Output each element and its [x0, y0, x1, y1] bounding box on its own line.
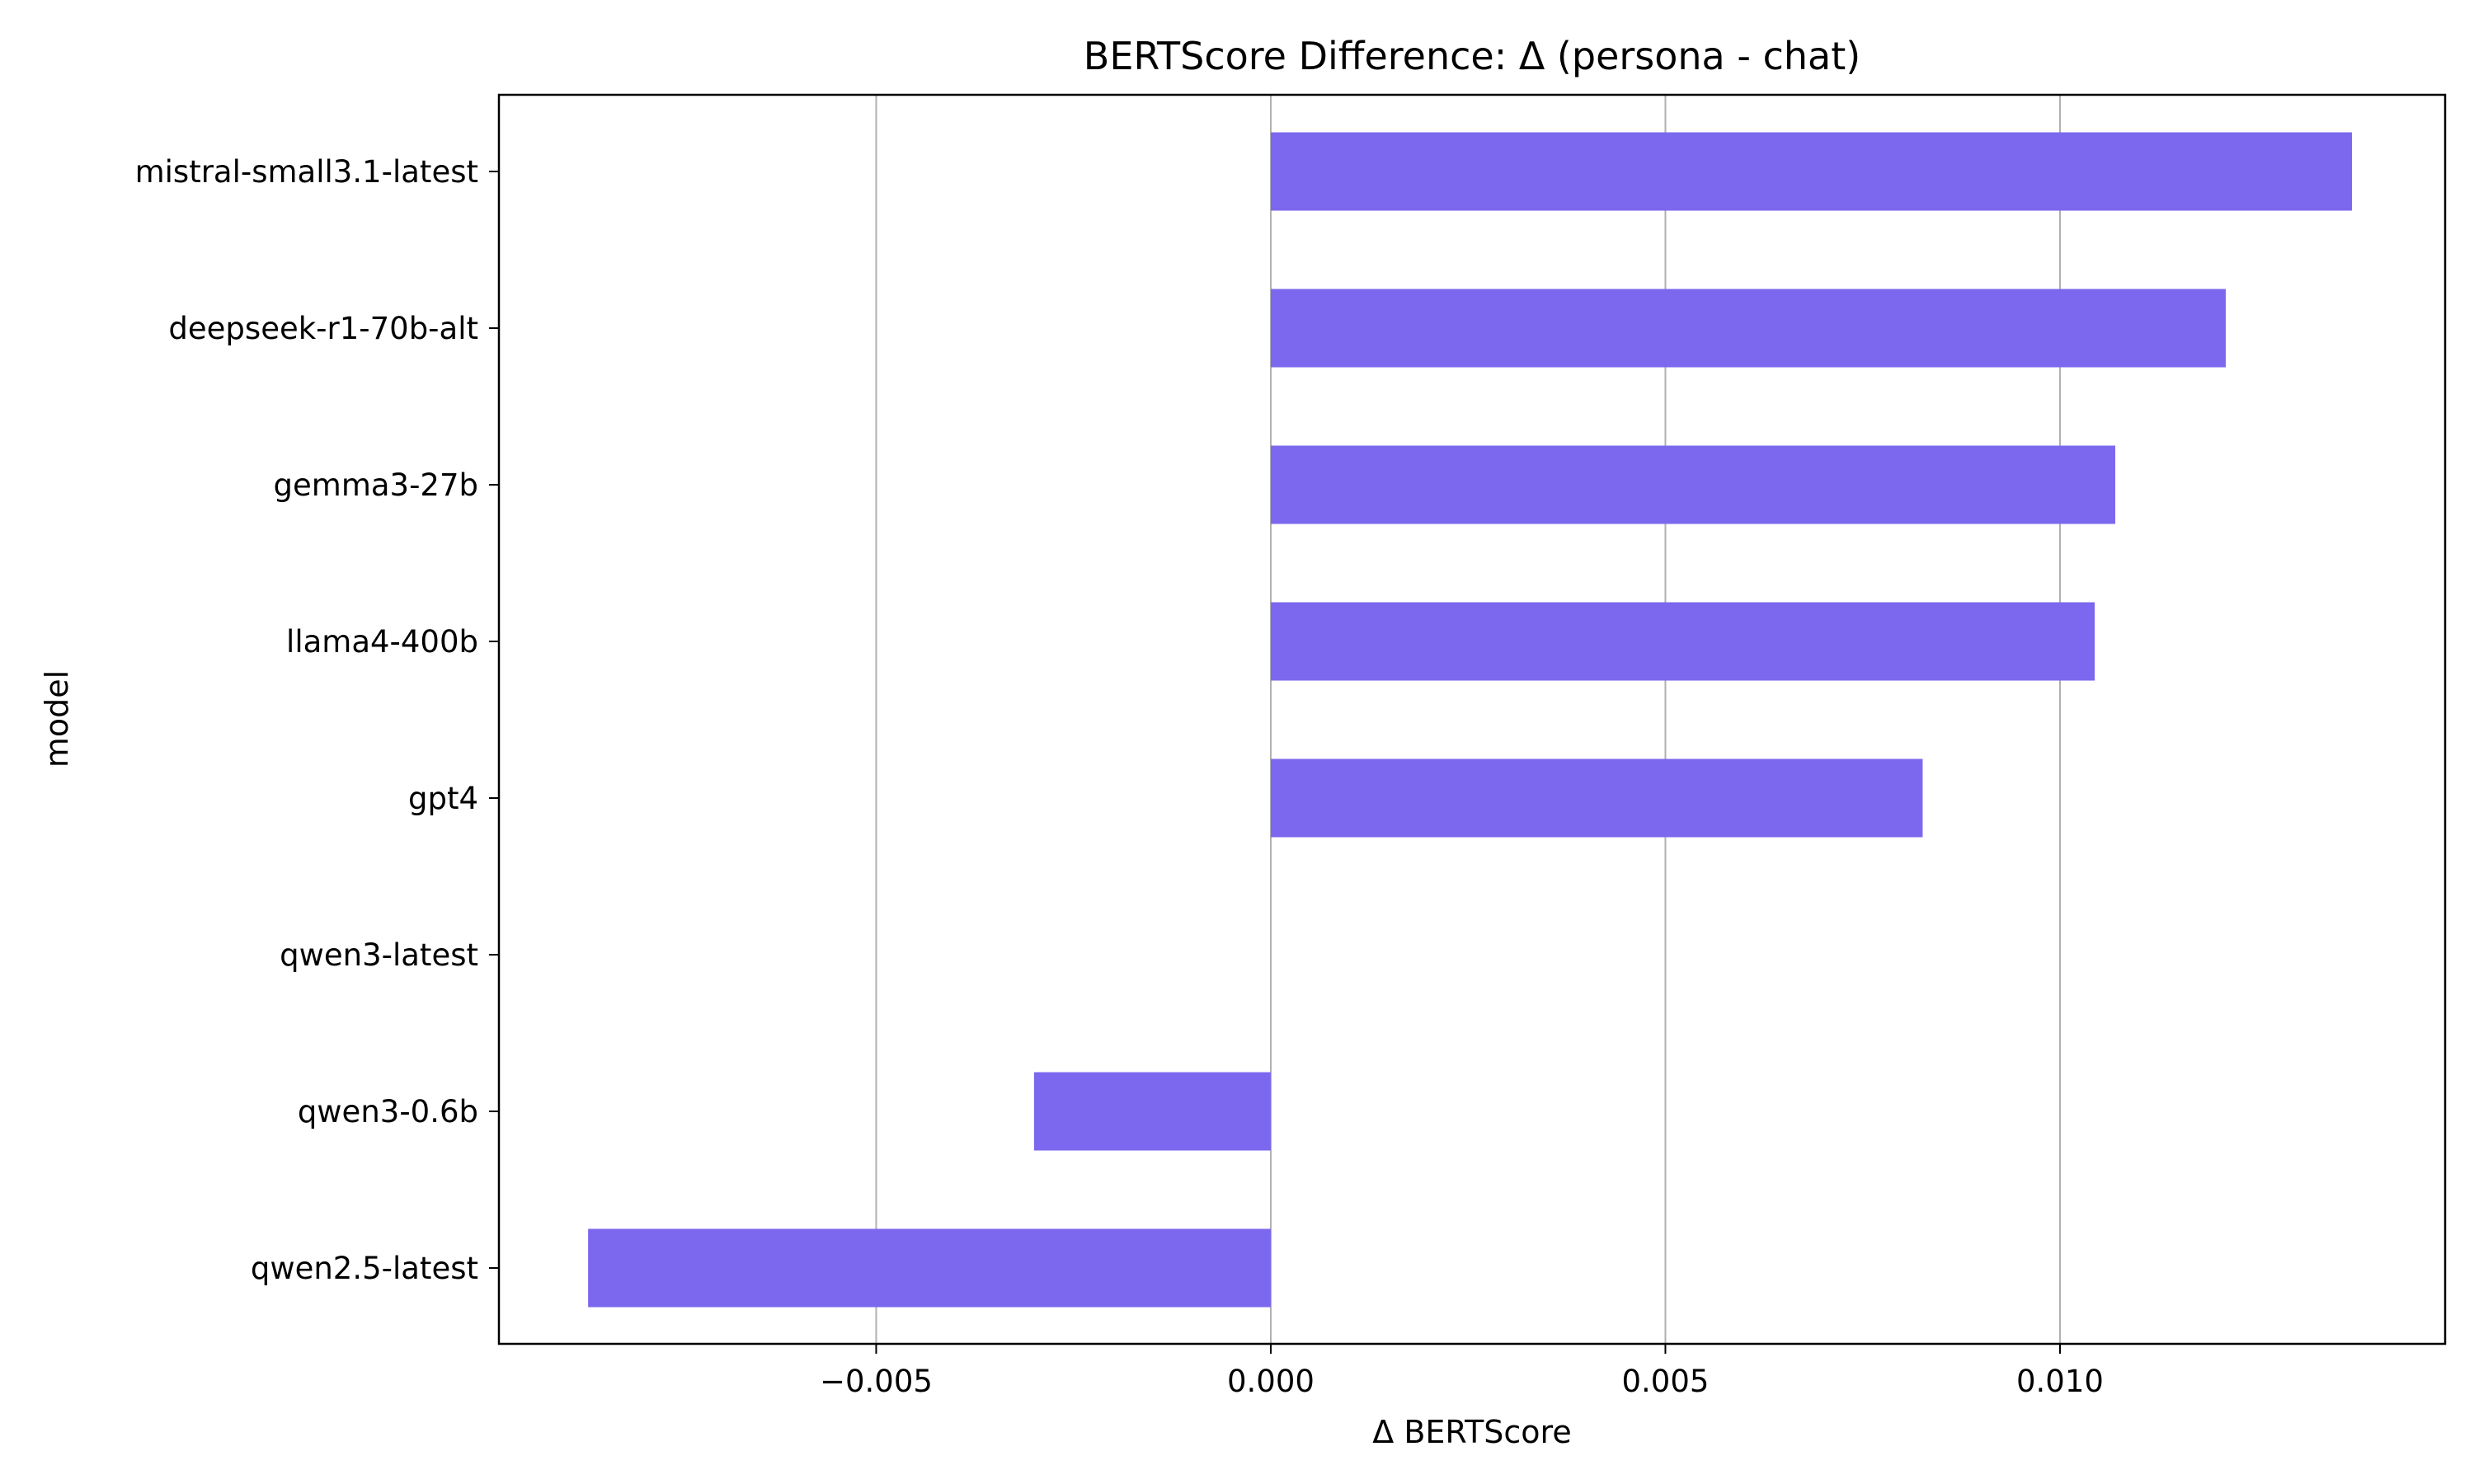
- y-axis-label: model: [39, 670, 75, 768]
- bar-gpt4: [1270, 758, 1923, 838]
- x-tick-label: 0.000: [1227, 1364, 1315, 1399]
- y-axis-ticks: mistral-small3.1-latest deepseek-r1-70b-a…: [135, 154, 499, 1286]
- bar-qwen3-0.6b: [1033, 1072, 1271, 1151]
- y-tick-label: mistral-small3.1-latest: [135, 154, 478, 190]
- x-axis-label: Δ BERTScore: [1372, 1414, 1571, 1450]
- y-tick-label: gemma3-27b: [274, 467, 478, 503]
- plot-frame: [497, 93, 2447, 1345]
- y-tick-label: qwen3-latest: [280, 937, 478, 973]
- bar-qwen2.5-latest: [588, 1228, 1271, 1308]
- y-tick-label: gpt4: [408, 781, 478, 816]
- bar-llama4-400b: [1270, 602, 2095, 681]
- y-tick-label: qwen3-0.6b: [298, 1094, 478, 1129]
- x-tick-label: 0.010: [2016, 1364, 2104, 1399]
- y-tick-label: llama4-400b: [286, 624, 478, 660]
- x-tick-label: 0.005: [1622, 1364, 1710, 1399]
- bars: [588, 132, 2353, 1308]
- bar-deepseek-r1-70b-alt: [1270, 289, 2226, 368]
- y-tick-label: qwen2.5-latest: [251, 1251, 478, 1286]
- y-tick-label: deepseek-r1-70b-alt: [168, 311, 478, 346]
- chart-title: BERTScore Difference: Δ (persona - chat): [1084, 34, 1860, 78]
- x-axis-ticks: −0.005 0.000 0.005 0.010: [820, 1344, 2104, 1399]
- x-tick-label: −0.005: [820, 1364, 933, 1399]
- bar-gemma3-27b: [1270, 445, 2115, 524]
- bar-mistral-small3.1-latest: [1270, 132, 2353, 211]
